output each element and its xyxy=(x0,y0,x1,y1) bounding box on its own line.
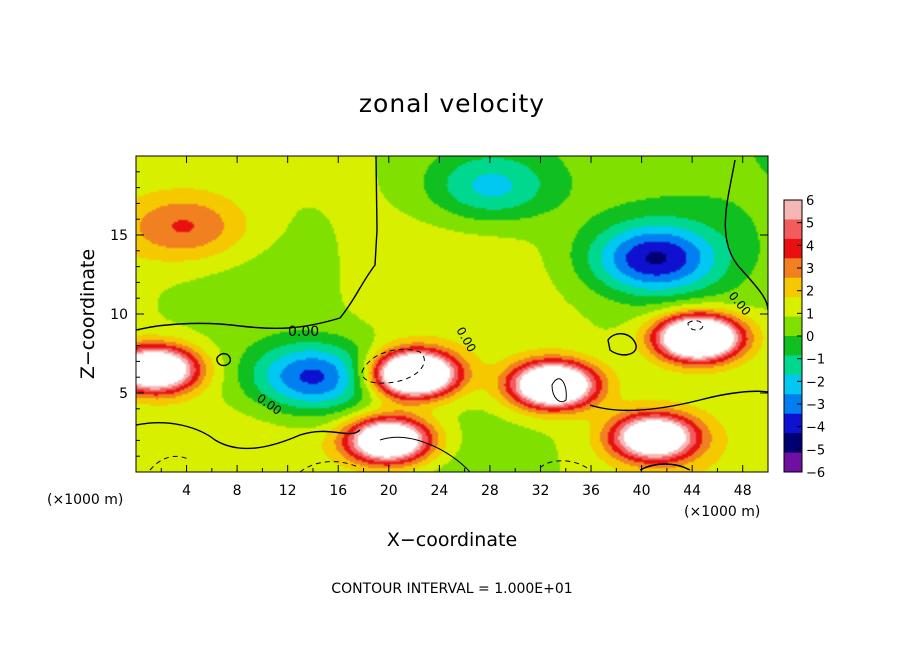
colorbar-tick-label: −5 xyxy=(806,443,825,458)
zero-contour-closed-3 xyxy=(639,463,691,471)
zero-contour-closed-2 xyxy=(216,352,231,367)
x-tick-label: 40 xyxy=(633,483,651,499)
x-tick-label: 48 xyxy=(734,483,752,499)
colorbar-swatch xyxy=(784,200,802,220)
zero-contour-closed-1 xyxy=(607,333,637,356)
colorbar-swatch xyxy=(784,374,802,395)
x-tick-label: 12 xyxy=(279,483,297,499)
colorbar-swatch xyxy=(784,433,802,454)
colorbar-swatch xyxy=(784,277,802,298)
pos-contour-1 xyxy=(551,378,567,403)
x-tick-label: 4 xyxy=(182,483,191,499)
contour-lines xyxy=(136,156,768,472)
zero-contour-main xyxy=(136,156,378,331)
colorbar-swatch xyxy=(784,297,802,318)
heatmap-field xyxy=(136,156,768,472)
colorbar-tick-label: 4 xyxy=(806,239,814,254)
zero-contour-right xyxy=(724,159,768,311)
neg-contour-1 xyxy=(361,348,425,384)
y-tick-label: 5 xyxy=(119,386,128,402)
x-tick-label: 8 xyxy=(233,483,242,499)
colorbar-tick-label: 3 xyxy=(806,262,814,277)
colorbar-tick-label: 0 xyxy=(806,330,814,345)
colorbar: 6 5 4 3 2 1 0 −1 −2 −3 −4 −5 −6 xyxy=(783,194,825,481)
colorbar-tick-label: 2 xyxy=(806,285,814,300)
x-unit-right: (×1000 m) xyxy=(684,504,760,520)
y-axis-ticks: 5 10 15 xyxy=(110,171,768,457)
x-tick-label: 20 xyxy=(380,483,398,499)
colorbar-swatch xyxy=(784,219,802,240)
x-unit-left: (×1000 m) xyxy=(47,492,123,508)
colorbar-tick-label: −3 xyxy=(806,398,825,413)
colorbar-swatch xyxy=(784,413,802,434)
colorbar-tick-label: 5 xyxy=(806,217,814,232)
pos-contour-2 xyxy=(379,436,471,472)
contour-label-main: 0.00 xyxy=(288,324,319,340)
colorbar-swatch xyxy=(784,316,802,337)
y-tick-label: 15 xyxy=(110,228,128,244)
colorbar-swatch xyxy=(784,258,802,279)
chart-title: zonal velocity xyxy=(359,89,545,118)
x-tick-label: 44 xyxy=(683,483,701,499)
colorbar-swatch xyxy=(784,355,802,376)
zero-contour-bottom xyxy=(136,422,361,450)
neg-contour-5 xyxy=(539,460,591,471)
x-tick-label: 32 xyxy=(532,483,550,499)
colorbar-tick-label: 6 xyxy=(806,194,814,209)
heatmap-image xyxy=(136,156,768,472)
colorbar-tick-label: −6 xyxy=(806,466,825,481)
y-tick-label: 10 xyxy=(110,307,128,323)
neg-contour-2 xyxy=(149,455,191,471)
neg-contour-3 xyxy=(299,461,361,472)
y-axis-label: Z−coordinate xyxy=(77,249,99,379)
zero-contour-lower-right xyxy=(589,390,768,412)
colorbar-swatch xyxy=(784,336,802,356)
x-tick-label: 36 xyxy=(582,483,600,499)
x-tick-label: 16 xyxy=(329,483,347,499)
neg-contour-4 xyxy=(687,320,704,331)
colorbar-swatch xyxy=(784,394,802,415)
colorbar-swatch xyxy=(784,452,802,473)
x-tick-label: 28 xyxy=(481,483,499,499)
colorbar-tick-label: −4 xyxy=(806,421,825,436)
colorbar-tick-label: −1 xyxy=(806,353,825,368)
x-axis-label: X−coordinate xyxy=(387,529,517,551)
x-axis-ticks: 4 8 12 16 20 24 28 32 36 40 44 48 xyxy=(160,156,752,499)
colorbar-tick-label: 1 xyxy=(806,307,814,322)
contour-interval-footer: CONTOUR INTERVAL = 1.000E+01 xyxy=(331,581,572,597)
colorbar-tick-label: −2 xyxy=(806,375,825,390)
colorbar-swatch xyxy=(784,238,802,259)
x-tick-label: 24 xyxy=(430,483,448,499)
